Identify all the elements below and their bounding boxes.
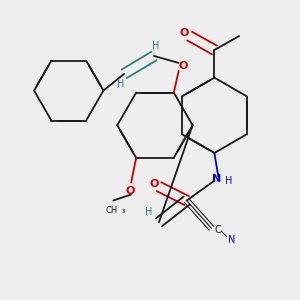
Text: O: O: [180, 28, 189, 38]
Text: N: N: [212, 174, 221, 184]
Text: CH: CH: [105, 206, 118, 215]
Text: C: C: [215, 225, 222, 235]
Text: O: O: [178, 61, 188, 71]
Text: H: H: [152, 41, 160, 51]
Text: H: H: [145, 207, 153, 218]
Text: H: H: [117, 79, 124, 89]
Text: N: N: [228, 235, 235, 245]
Text: H: H: [225, 176, 232, 186]
Text: O: O: [125, 185, 135, 196]
Text: ₃: ₃: [122, 206, 125, 215]
Text: O: O: [149, 179, 159, 189]
